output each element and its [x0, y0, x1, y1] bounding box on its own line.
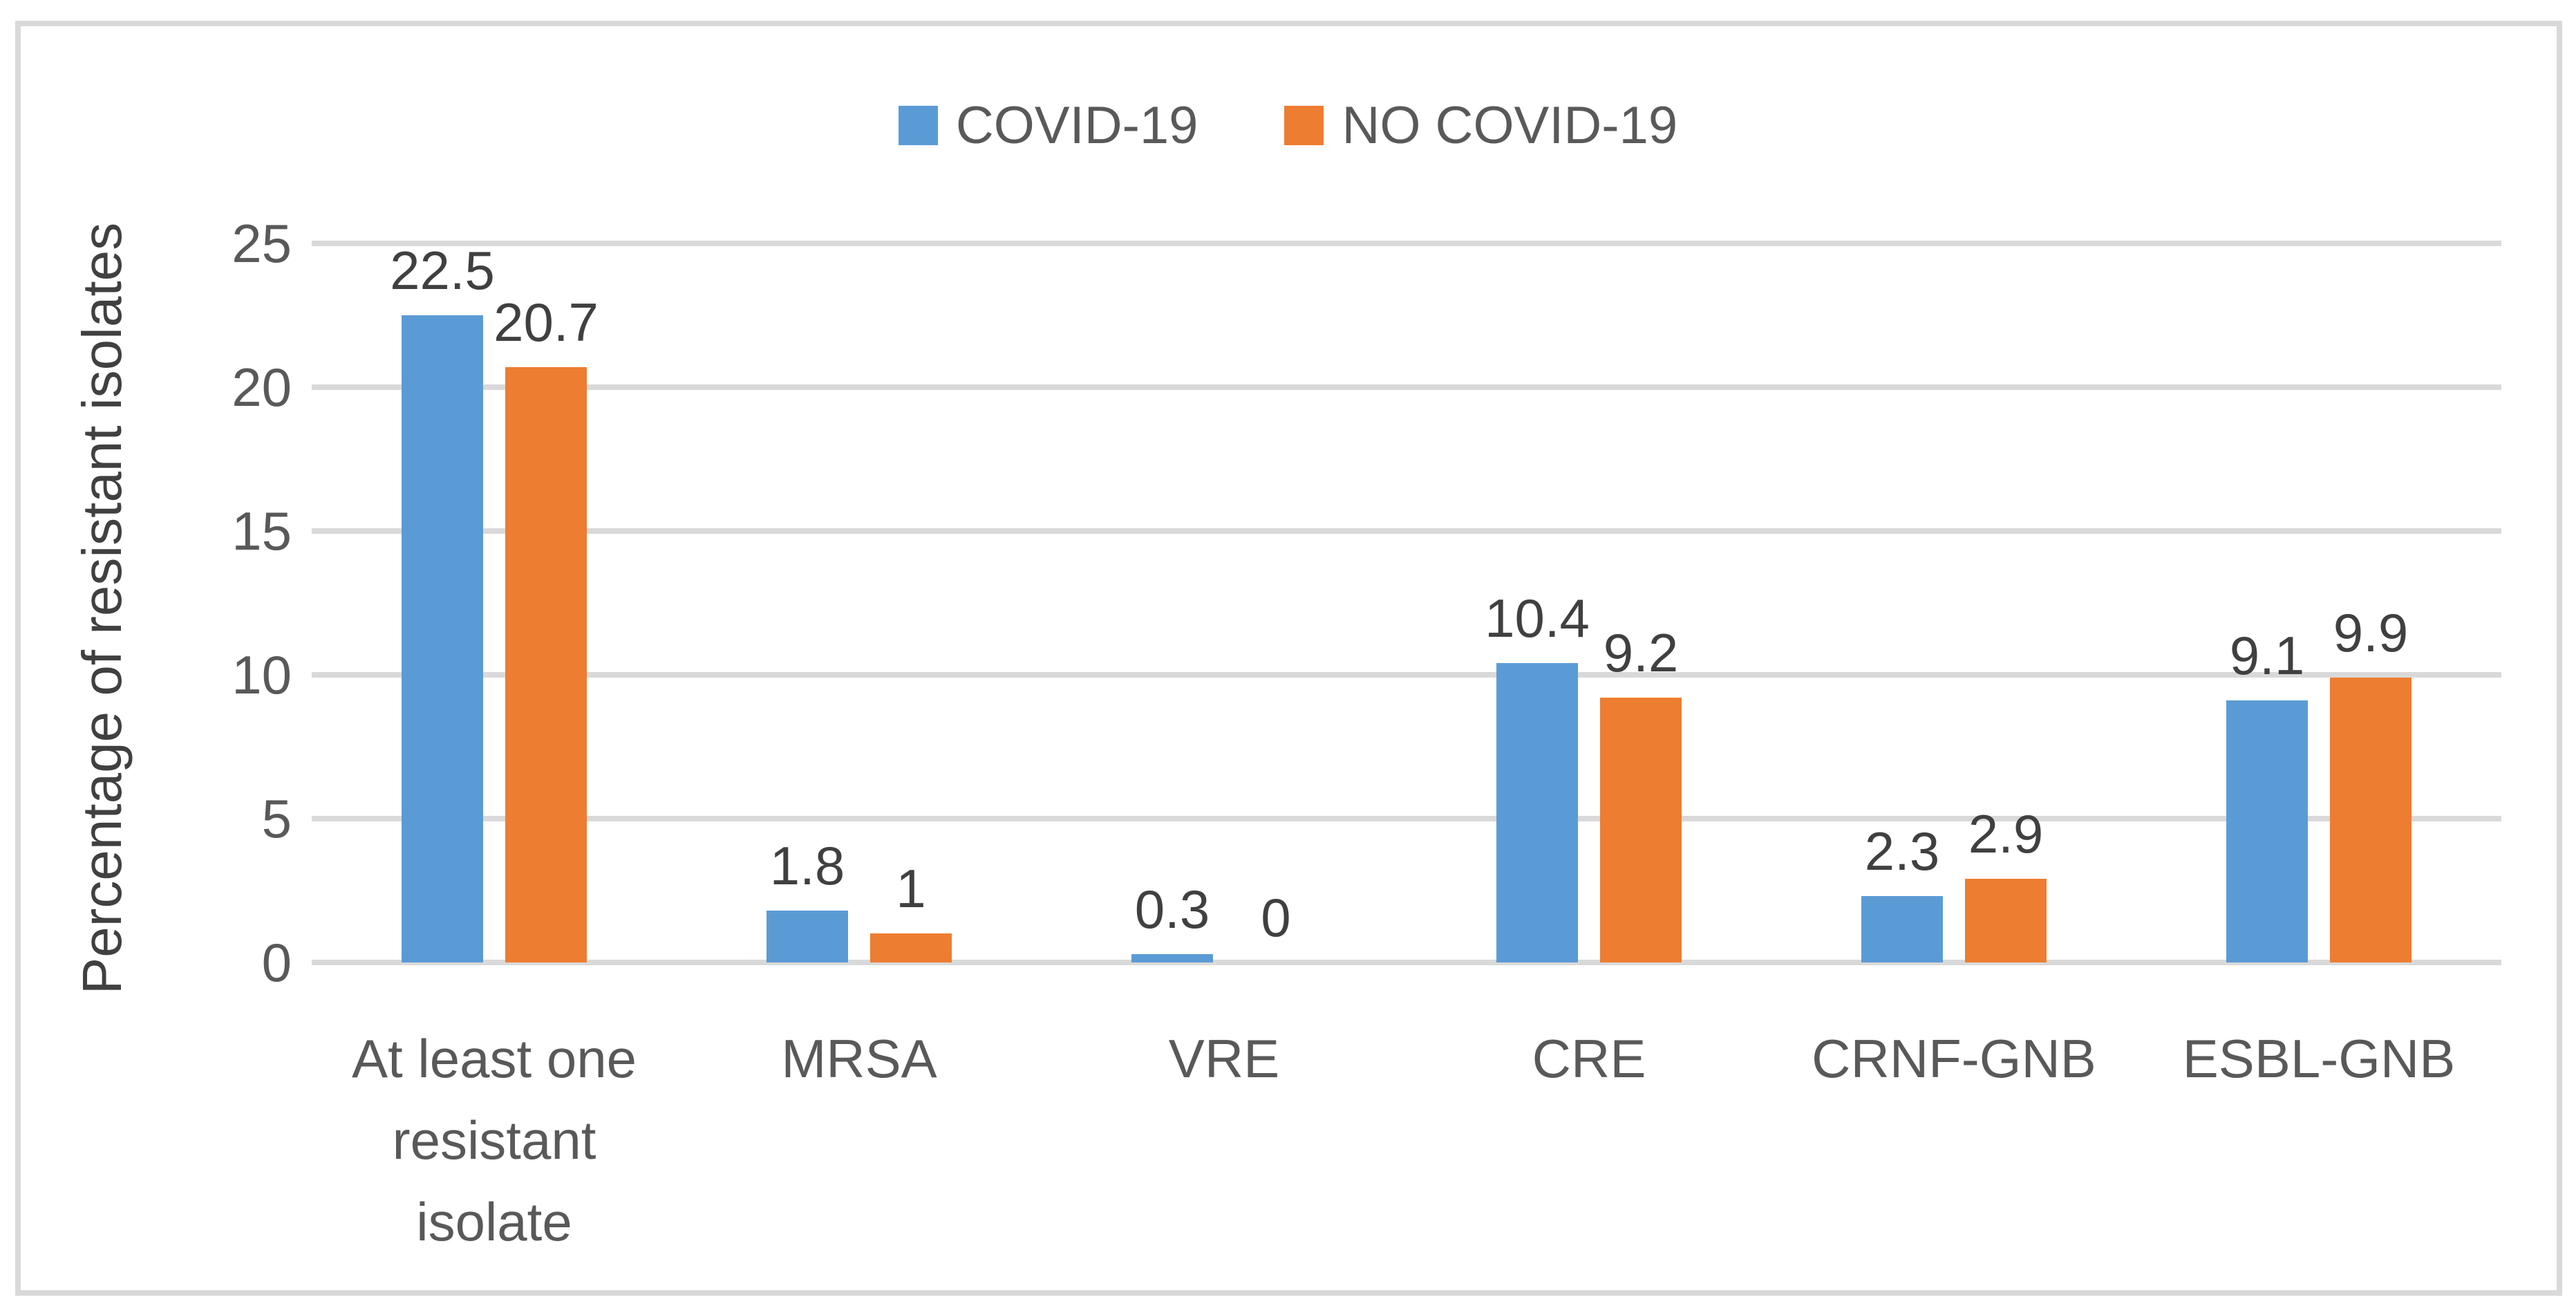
data-label-covid-19-4: 2.3 [1864, 821, 1940, 882]
gridline-25 [312, 241, 2501, 246]
legend: COVID-19 NO COVID-19 [0, 95, 2576, 156]
data-label-covid-19-1: 1.8 [769, 835, 845, 896]
category-label-line: CRNF-GNB [1812, 1028, 2096, 1089]
y-tick-20: 20 [232, 357, 292, 418]
legend-swatch-covid19-icon [898, 106, 938, 145]
data-label-no-covid-19-4: 2.9 [1968, 803, 2044, 864]
category-label-4: CRNF-GNB [1747, 1018, 2161, 1099]
data-label-covid-19-5: 9.1 [2229, 625, 2305, 686]
category-label-0: At least one resistant isolate [287, 1018, 702, 1263]
category-label-line: resistant [392, 1110, 596, 1171]
y-tick-0: 0 [261, 932, 292, 993]
legend-item-no-covid19: NO COVID-19 [1284, 95, 1677, 156]
y-tick-25: 25 [232, 213, 292, 274]
bar-covid-19-2 [1131, 954, 1213, 962]
data-label-covid-19-0: 22.5 [390, 240, 495, 301]
category-label-line: VRE [1168, 1028, 1280, 1089]
category-label-line: isolate [416, 1191, 572, 1252]
gridline-20 [312, 384, 2501, 390]
category-label-line: MRSA [781, 1028, 937, 1089]
category-label-2: VRE [1017, 1018, 1431, 1099]
bar-covid-19-5 [2226, 700, 2308, 962]
category-label-line: CRE [1532, 1028, 1646, 1089]
gridline-5 [312, 816, 2501, 821]
bar-no-covid-19-0 [505, 367, 587, 962]
data-label-no-covid-19-2: 0 [1261, 887, 1291, 948]
bar-no-covid-19-1 [870, 933, 952, 962]
y-tick-5: 5 [261, 788, 292, 849]
legend-label-covid19: COVID-19 [955, 96, 1198, 155]
bar-no-covid-19-3 [1600, 698, 1682, 962]
data-label-no-covid-19-3: 9.2 [1603, 622, 1679, 683]
data-label-no-covid-19-1: 1 [896, 858, 926, 919]
y-tick-15: 15 [232, 501, 292, 561]
category-label-1: MRSA [652, 1018, 1066, 1099]
bar-covid-19-4 [1861, 896, 1943, 962]
data-label-covid-19-3: 10.4 [1485, 588, 1590, 649]
gridline-15 [312, 528, 2501, 534]
y-tick-10: 10 [232, 644, 292, 705]
category-label-5: ESBL-GNB [2112, 1018, 2526, 1099]
bar-covid-19-1 [767, 911, 848, 962]
y-axis-title: Percentage of resistant isolates [71, 222, 133, 995]
gridline-0 [312, 960, 2501, 965]
bar-covid-19-3 [1496, 663, 1578, 962]
bar-no-covid-19-5 [2330, 678, 2412, 962]
bar-no-covid-19-4 [1965, 879, 2047, 962]
gridline-10 [312, 672, 2501, 678]
category-label-3: CRE [1382, 1018, 1796, 1099]
legend-swatch-no-covid19-icon [1284, 106, 1324, 145]
legend-label-no-covid19: NO COVID-19 [1342, 96, 1678, 155]
legend-item-covid19: COVID-19 [898, 95, 1198, 156]
category-label-line: At least one [352, 1028, 637, 1089]
data-label-covid-19-2: 0.3 [1134, 879, 1210, 940]
category-label-line: ESBL-GNB [2182, 1028, 2456, 1089]
bar-covid-19-0 [402, 315, 483, 962]
data-label-no-covid-19-0: 20.7 [493, 292, 599, 353]
data-label-no-covid-19-5: 9.9 [2333, 602, 2409, 663]
